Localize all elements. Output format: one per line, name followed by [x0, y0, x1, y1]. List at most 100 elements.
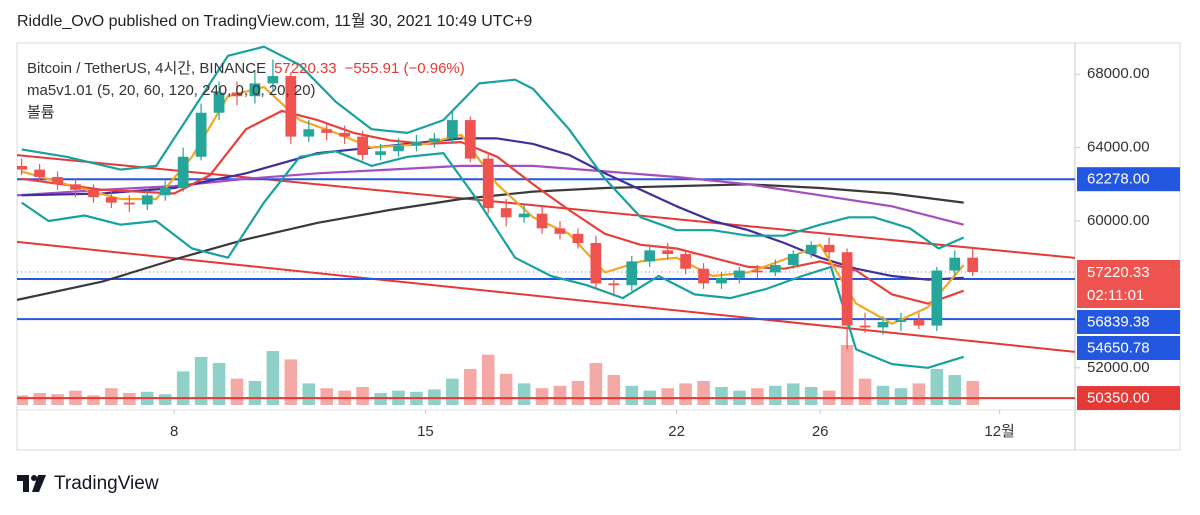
volume-bar: [786, 383, 800, 405]
brand-logo: [17, 475, 46, 492]
candle-body: [644, 250, 656, 262]
volume-bar: [51, 394, 64, 405]
x-tick-label: 26: [812, 423, 829, 440]
level-label: 54650.78: [1087, 339, 1150, 356]
x-tick-label: 22: [668, 423, 685, 440]
axes: 52000.00 60000.00 64000.00 68000.00 8 15 22 26 1…: [170, 65, 1180, 440]
candle-body: [429, 138, 440, 143]
countdown-label: 02:11:01: [1087, 287, 1144, 304]
x-tick-label: 8: [170, 423, 178, 440]
volume-bar: [930, 369, 944, 405]
volume-bar: [158, 394, 172, 405]
candle-body: [213, 92, 225, 113]
volume-bar: [266, 351, 280, 405]
current-price-box: [1077, 260, 1180, 309]
plot-area: [17, 45, 1075, 405]
candle-body: [536, 213, 548, 229]
volume-bar: [697, 381, 710, 405]
volume-bar: [948, 375, 962, 405]
volume-bar: [535, 388, 549, 405]
trend-line: [17, 154, 1075, 259]
candle-body: [841, 252, 853, 326]
volume-bar: [517, 383, 531, 405]
candle-body: [339, 132, 351, 137]
candle-body: [159, 187, 171, 196]
legend: Bitcoin / TetherUS, 4시간, BINANCE 57220.33…: [27, 58, 465, 124]
candle-body: [464, 120, 476, 159]
volume-bar: [571, 381, 585, 405]
volume-bar: [284, 359, 298, 405]
candle-body: [554, 228, 566, 234]
candle-body: [518, 213, 530, 218]
candle-body: [572, 233, 584, 244]
candle-body: [141, 195, 153, 205]
volume-bar: [17, 395, 28, 405]
volume-bar: [356, 387, 369, 405]
trend-line: [17, 240, 1075, 353]
candle-body: [231, 92, 243, 97]
candle-body: [716, 277, 727, 284]
candle-body: [285, 76, 297, 137]
candle-body: [393, 145, 404, 152]
candle-body: [590, 243, 602, 284]
candle-body: [626, 261, 638, 286]
volume-bar: [679, 383, 692, 405]
candle-body: [680, 254, 691, 269]
candle-body: [769, 265, 781, 273]
volume-bar: [894, 388, 908, 405]
y-tick-label: 64000.00: [1087, 139, 1150, 156]
volume-bar: [607, 375, 621, 405]
x-tick-label: 12월: [984, 423, 1015, 440]
candle-body: [249, 83, 261, 97]
level-box: [1077, 386, 1180, 411]
volume-bar: [661, 388, 674, 405]
candle-body: [195, 112, 207, 157]
candle-body: [321, 129, 333, 133]
brand-name: TradingView: [54, 473, 159, 494]
candle-body: [805, 244, 817, 255]
candle-body: [500, 208, 512, 218]
volume-bar: [840, 345, 854, 405]
volume-bar: [553, 385, 567, 405]
candle-body: [446, 120, 458, 139]
volume-bar: [212, 363, 226, 405]
volume-bar: [446, 378, 459, 405]
symbol-row: Bitcoin / TetherUS, 4시간, BINANCE 57220.33…: [27, 58, 465, 80]
level-box: [1077, 167, 1180, 192]
volume-bar: [105, 388, 118, 405]
candle-body: [967, 257, 979, 273]
candle-body: [608, 283, 620, 286]
candle-body: [177, 156, 189, 188]
candle-body: [17, 165, 28, 170]
candle-body: [698, 268, 709, 284]
y-tick-label: 68000.00: [1087, 65, 1150, 82]
x-tick-label: 15: [417, 423, 434, 440]
candle-body: [787, 254, 799, 266]
indicator-line: [21, 45, 965, 250]
candle-body: [931, 270, 943, 326]
y-tick-label: 52000.00: [1087, 359, 1150, 376]
candle-body: [411, 142, 422, 146]
candle-body: [913, 320, 925, 326]
volume-bar: [912, 383, 926, 405]
frame: [16, 42, 1181, 451]
published-header: Riddle_OvO published on TradingView.com,…: [17, 12, 532, 30]
volume-bar: [769, 385, 782, 405]
candle-body: [123, 202, 135, 205]
volume-bar: [589, 363, 603, 405]
candle-body: [106, 197, 117, 203]
level-label: 62278.00: [1087, 171, 1150, 188]
volume-bar: [804, 387, 818, 405]
volume-bar: [715, 387, 728, 405]
level-box: [1077, 310, 1180, 335]
indicator-line: [21, 109, 965, 305]
candle-body: [895, 320, 907, 322]
candle-body: [662, 250, 674, 255]
indicator: ma5v1.01 (5, 20, 60, 120, 240, 0, 0, 20,…: [27, 82, 316, 99]
candle-body: [357, 136, 368, 155]
price-change: −555.91 (−0.96%): [344, 60, 465, 77]
volume-label: 볼륨: [27, 104, 55, 121]
candle-body: [52, 176, 63, 185]
